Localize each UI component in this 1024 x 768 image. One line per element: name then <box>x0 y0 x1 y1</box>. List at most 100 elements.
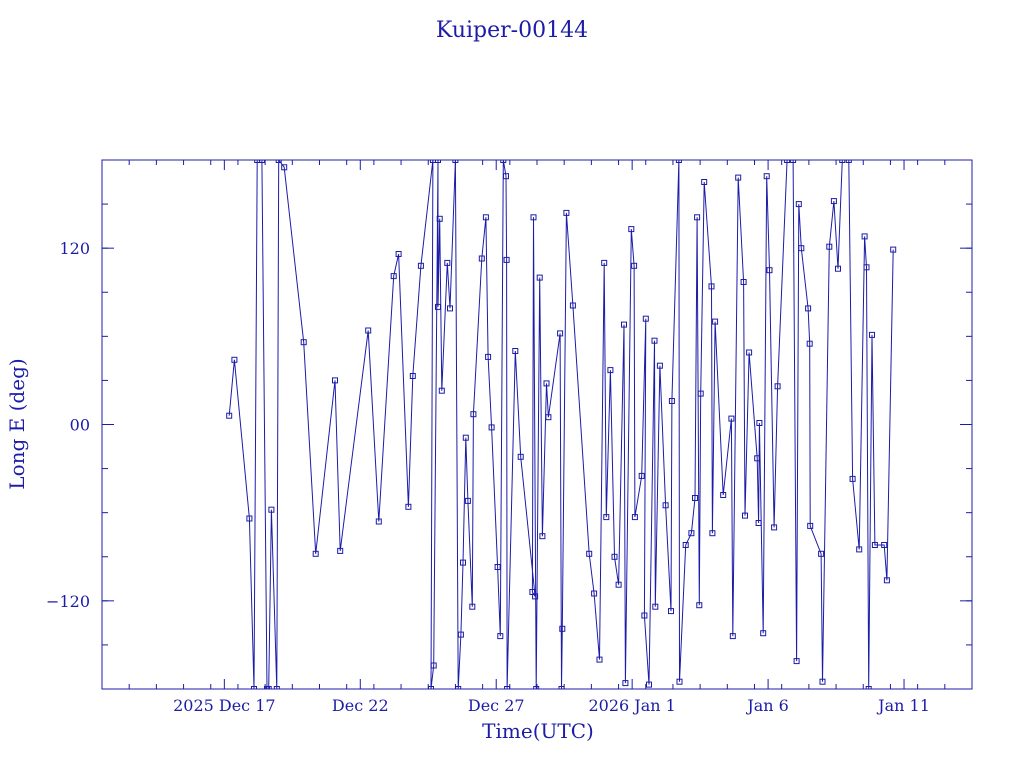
data-point <box>375 518 382 525</box>
data-point <box>790 160 797 163</box>
data-point <box>615 581 622 588</box>
data-point <box>830 198 837 205</box>
data-point <box>641 612 648 619</box>
y-axis-title: Long E (deg) <box>5 358 29 489</box>
data-point <box>763 173 770 180</box>
data-point <box>455 686 462 689</box>
series-group <box>226 160 897 689</box>
data-point <box>265 686 272 689</box>
data-point <box>478 255 485 262</box>
data-point <box>447 305 453 312</box>
data-point <box>517 453 524 460</box>
data-point <box>709 530 716 537</box>
data-point <box>226 412 233 419</box>
data-point <box>504 686 511 689</box>
data-point <box>332 377 338 384</box>
data-point <box>596 656 603 663</box>
data-point <box>557 330 564 337</box>
plot-area <box>226 160 897 689</box>
data-point <box>428 686 434 689</box>
data-point <box>494 564 501 570</box>
data-point <box>819 678 826 685</box>
data-point <box>746 349 753 356</box>
data-point <box>275 160 282 163</box>
data-point <box>771 524 778 531</box>
data-point <box>607 367 614 374</box>
axis-ticks: 2025 Dec 17 Dec 22 Dec 27 2026 Jan 1 Jan 6 Ja… <box>46 159 973 715</box>
x-axis-title: Time(UTC) <box>482 719 594 743</box>
data-point <box>849 475 856 482</box>
data-point <box>881 542 888 548</box>
data-point <box>682 542 689 548</box>
data-point <box>529 589 536 595</box>
data-point <box>845 160 852 163</box>
data-point <box>806 340 813 347</box>
data-point <box>631 262 638 269</box>
data-point <box>436 215 443 222</box>
data-point <box>254 160 261 163</box>
data-point <box>312 550 319 557</box>
x-tick-label: Jan 11 <box>876 696 930 715</box>
data-point <box>865 686 872 689</box>
data-point <box>766 267 773 274</box>
data-point <box>807 522 814 529</box>
data-point <box>869 331 875 338</box>
data-point <box>890 246 897 253</box>
data-point <box>774 383 781 390</box>
data-point <box>460 559 466 566</box>
x-tick-label: Jan 6 <box>745 696 789 715</box>
data-point <box>662 502 669 509</box>
data-point <box>470 411 477 418</box>
data-point <box>621 321 627 328</box>
data-point <box>656 362 663 369</box>
data-point <box>708 283 715 290</box>
data-point <box>760 630 767 637</box>
data-point <box>268 506 275 513</box>
data-point <box>569 302 576 309</box>
x-tick-label: 2026 Jan 1 <box>588 696 675 715</box>
data-point <box>701 179 708 185</box>
data-point <box>805 305 812 312</box>
data-point <box>503 173 509 180</box>
y-tick-label: 00 <box>70 416 90 435</box>
data-point <box>558 686 565 689</box>
x-tick-label: Dec 22 <box>332 696 389 715</box>
data-point <box>694 214 701 221</box>
series-line <box>228 160 894 689</box>
data-point <box>246 515 253 522</box>
data-point <box>539 533 546 540</box>
data-point <box>856 546 863 553</box>
data-point <box>530 214 537 221</box>
data-point <box>652 603 659 610</box>
data-point <box>735 174 742 181</box>
data-point <box>754 455 761 462</box>
data-point <box>462 434 469 441</box>
data-point <box>642 315 649 322</box>
data-point <box>696 602 703 609</box>
data-point <box>533 686 540 689</box>
data-point <box>536 274 543 281</box>
data-point <box>798 245 805 252</box>
data-point <box>497 633 504 640</box>
data-point <box>795 201 802 208</box>
data-point <box>692 495 698 501</box>
data-point <box>861 233 868 240</box>
data-point <box>742 512 748 519</box>
data-point <box>818 550 825 557</box>
data-point <box>601 259 608 266</box>
data-point <box>231 356 238 363</box>
x-tick-label: Dec 27 <box>468 696 525 715</box>
data-point <box>273 686 280 689</box>
data-point <box>251 686 257 689</box>
data-point <box>430 662 437 669</box>
data-point <box>429 160 436 163</box>
data-point <box>668 398 675 404</box>
data-point <box>469 603 476 610</box>
data-point <box>688 530 695 537</box>
data-point <box>646 681 652 688</box>
data-point <box>622 680 629 687</box>
data-point <box>651 337 658 344</box>
data-point <box>740 279 747 285</box>
data-point <box>839 160 846 163</box>
